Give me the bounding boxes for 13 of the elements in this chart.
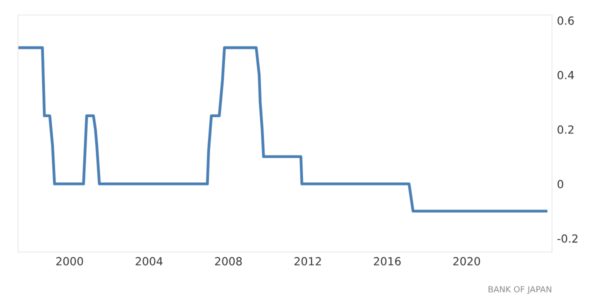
x-tick-label: 2016 xyxy=(374,257,401,266)
line-series xyxy=(18,46,548,213)
x-tick-label: 2012 xyxy=(294,257,321,266)
y-tick-label: 0.4 xyxy=(558,70,574,80)
y-tick-label: 0.6 xyxy=(558,16,574,25)
x-tick-label: 2008 xyxy=(215,257,242,266)
x-tick-label: 2004 xyxy=(136,257,163,266)
x-tick-label: 2020 xyxy=(453,257,480,266)
y-tick-label: 0 xyxy=(558,180,564,188)
y-tick-label: 0.2 xyxy=(558,125,574,134)
x-tick-label: 2000 xyxy=(56,257,84,266)
y-tick-label: -0.2 xyxy=(557,234,578,243)
text: BANK OF JAPAN xyxy=(488,286,552,294)
